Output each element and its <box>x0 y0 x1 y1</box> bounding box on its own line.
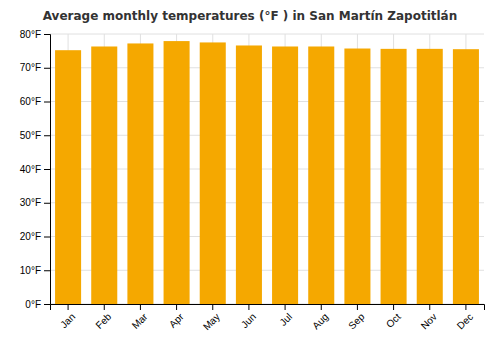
bar <box>55 50 81 304</box>
tick: 0°F <box>25 299 50 310</box>
grid-line <box>50 34 484 35</box>
tick-mark <box>465 304 466 310</box>
tick-mark <box>44 102 50 103</box>
tick: Jun <box>239 304 258 330</box>
tick-mark <box>44 34 50 35</box>
tick-label: 10°F <box>20 265 41 276</box>
tick: 10°F <box>20 265 50 276</box>
tick: Dec <box>455 304 475 331</box>
tick-mark <box>68 304 69 310</box>
title: Average monthly temperatures (°F ) in Sa… <box>43 9 458 23</box>
tick-mark <box>212 304 213 310</box>
bar <box>344 49 370 304</box>
tick: 80°F <box>20 29 50 40</box>
tick: Oct <box>384 304 403 330</box>
tick-mark <box>44 304 50 305</box>
bar <box>91 46 117 304</box>
tick: 50°F <box>20 130 50 141</box>
tick-mark <box>44 68 50 69</box>
tick-mark <box>393 304 394 310</box>
tick-mark <box>44 169 50 170</box>
plot: 0°F 10°F 20°F 30°F 40°F 50°F 60°F 70°F 80°F Jan Fe… <box>20 29 485 333</box>
tick: 40°F <box>20 164 50 175</box>
tick-label: 20°F <box>20 231 41 242</box>
bar <box>381 49 407 304</box>
bar <box>236 45 262 304</box>
tick: May <box>201 304 222 332</box>
tick: Aug <box>310 304 330 331</box>
tick-label: Jun <box>239 311 258 330</box>
chart: 0°F 10°F 20°F 30°F 40°F 50°F 60°F 70°F 80°F Jan Fe… <box>0 0 500 350</box>
tick-label: 70°F <box>20 62 41 73</box>
bar <box>417 49 443 304</box>
axis-line <box>51 305 485 311</box>
tick-label: Jul <box>277 311 294 328</box>
tick-mark <box>321 304 322 310</box>
tick-label: 30°F <box>20 197 41 208</box>
bar <box>272 46 298 304</box>
tick: 20°F <box>20 231 50 242</box>
tick-label: 50°F <box>20 130 41 141</box>
tick-label: Mar <box>130 311 150 331</box>
tick-label: Dec <box>455 311 475 331</box>
tick-mark <box>104 304 105 310</box>
x-axis: Jan Feb Mar Apr May Jun Jul Aug Sep Oct Nov Dec <box>51 304 485 332</box>
tick-mark <box>44 270 50 271</box>
tick: Mar <box>130 304 150 331</box>
tick-mark <box>44 237 50 238</box>
tick-mark <box>176 304 177 310</box>
tick-label: 0°F <box>25 299 41 310</box>
tick-label: 40°F <box>20 164 41 175</box>
bar <box>127 43 153 304</box>
bar <box>164 41 190 304</box>
y-axis: 0°F 10°F 20°F 30°F 40°F 50°F 60°F 70°F 80°F <box>20 29 51 310</box>
tick: Jan <box>58 304 77 330</box>
tick: Apr <box>167 304 186 330</box>
tick: 70°F <box>20 62 50 73</box>
tick-mark <box>285 304 286 310</box>
tick-mark <box>357 304 358 310</box>
grid <box>50 34 484 304</box>
tick: 60°F <box>20 96 50 107</box>
bar <box>200 42 226 304</box>
tick-label: Nov <box>419 311 439 331</box>
tick-label: 80°F <box>20 29 41 40</box>
tick: Nov <box>419 304 439 331</box>
tick-mark <box>44 203 50 204</box>
tick-label: Feb <box>93 311 113 331</box>
tick: Feb <box>93 304 113 331</box>
tick-label: Apr <box>167 311 186 330</box>
tick-mark <box>248 304 249 310</box>
tick-label: May <box>201 311 222 332</box>
tick: Jul <box>277 304 294 328</box>
tick: Sep <box>346 304 367 331</box>
bar <box>453 49 479 304</box>
tick-label: Jan <box>58 311 77 330</box>
tick-label: Sep <box>346 311 367 332</box>
tick: 30°F <box>20 197 50 208</box>
axis-line <box>44 35 51 305</box>
bar <box>308 46 334 304</box>
tick-label: 60°F <box>20 96 41 107</box>
tick-mark <box>429 304 430 310</box>
tick-mark <box>44 135 50 136</box>
bars <box>55 41 479 304</box>
tick-mark <box>140 304 141 310</box>
tick-label: Oct <box>384 311 403 330</box>
tick-label: Aug <box>310 311 330 331</box>
